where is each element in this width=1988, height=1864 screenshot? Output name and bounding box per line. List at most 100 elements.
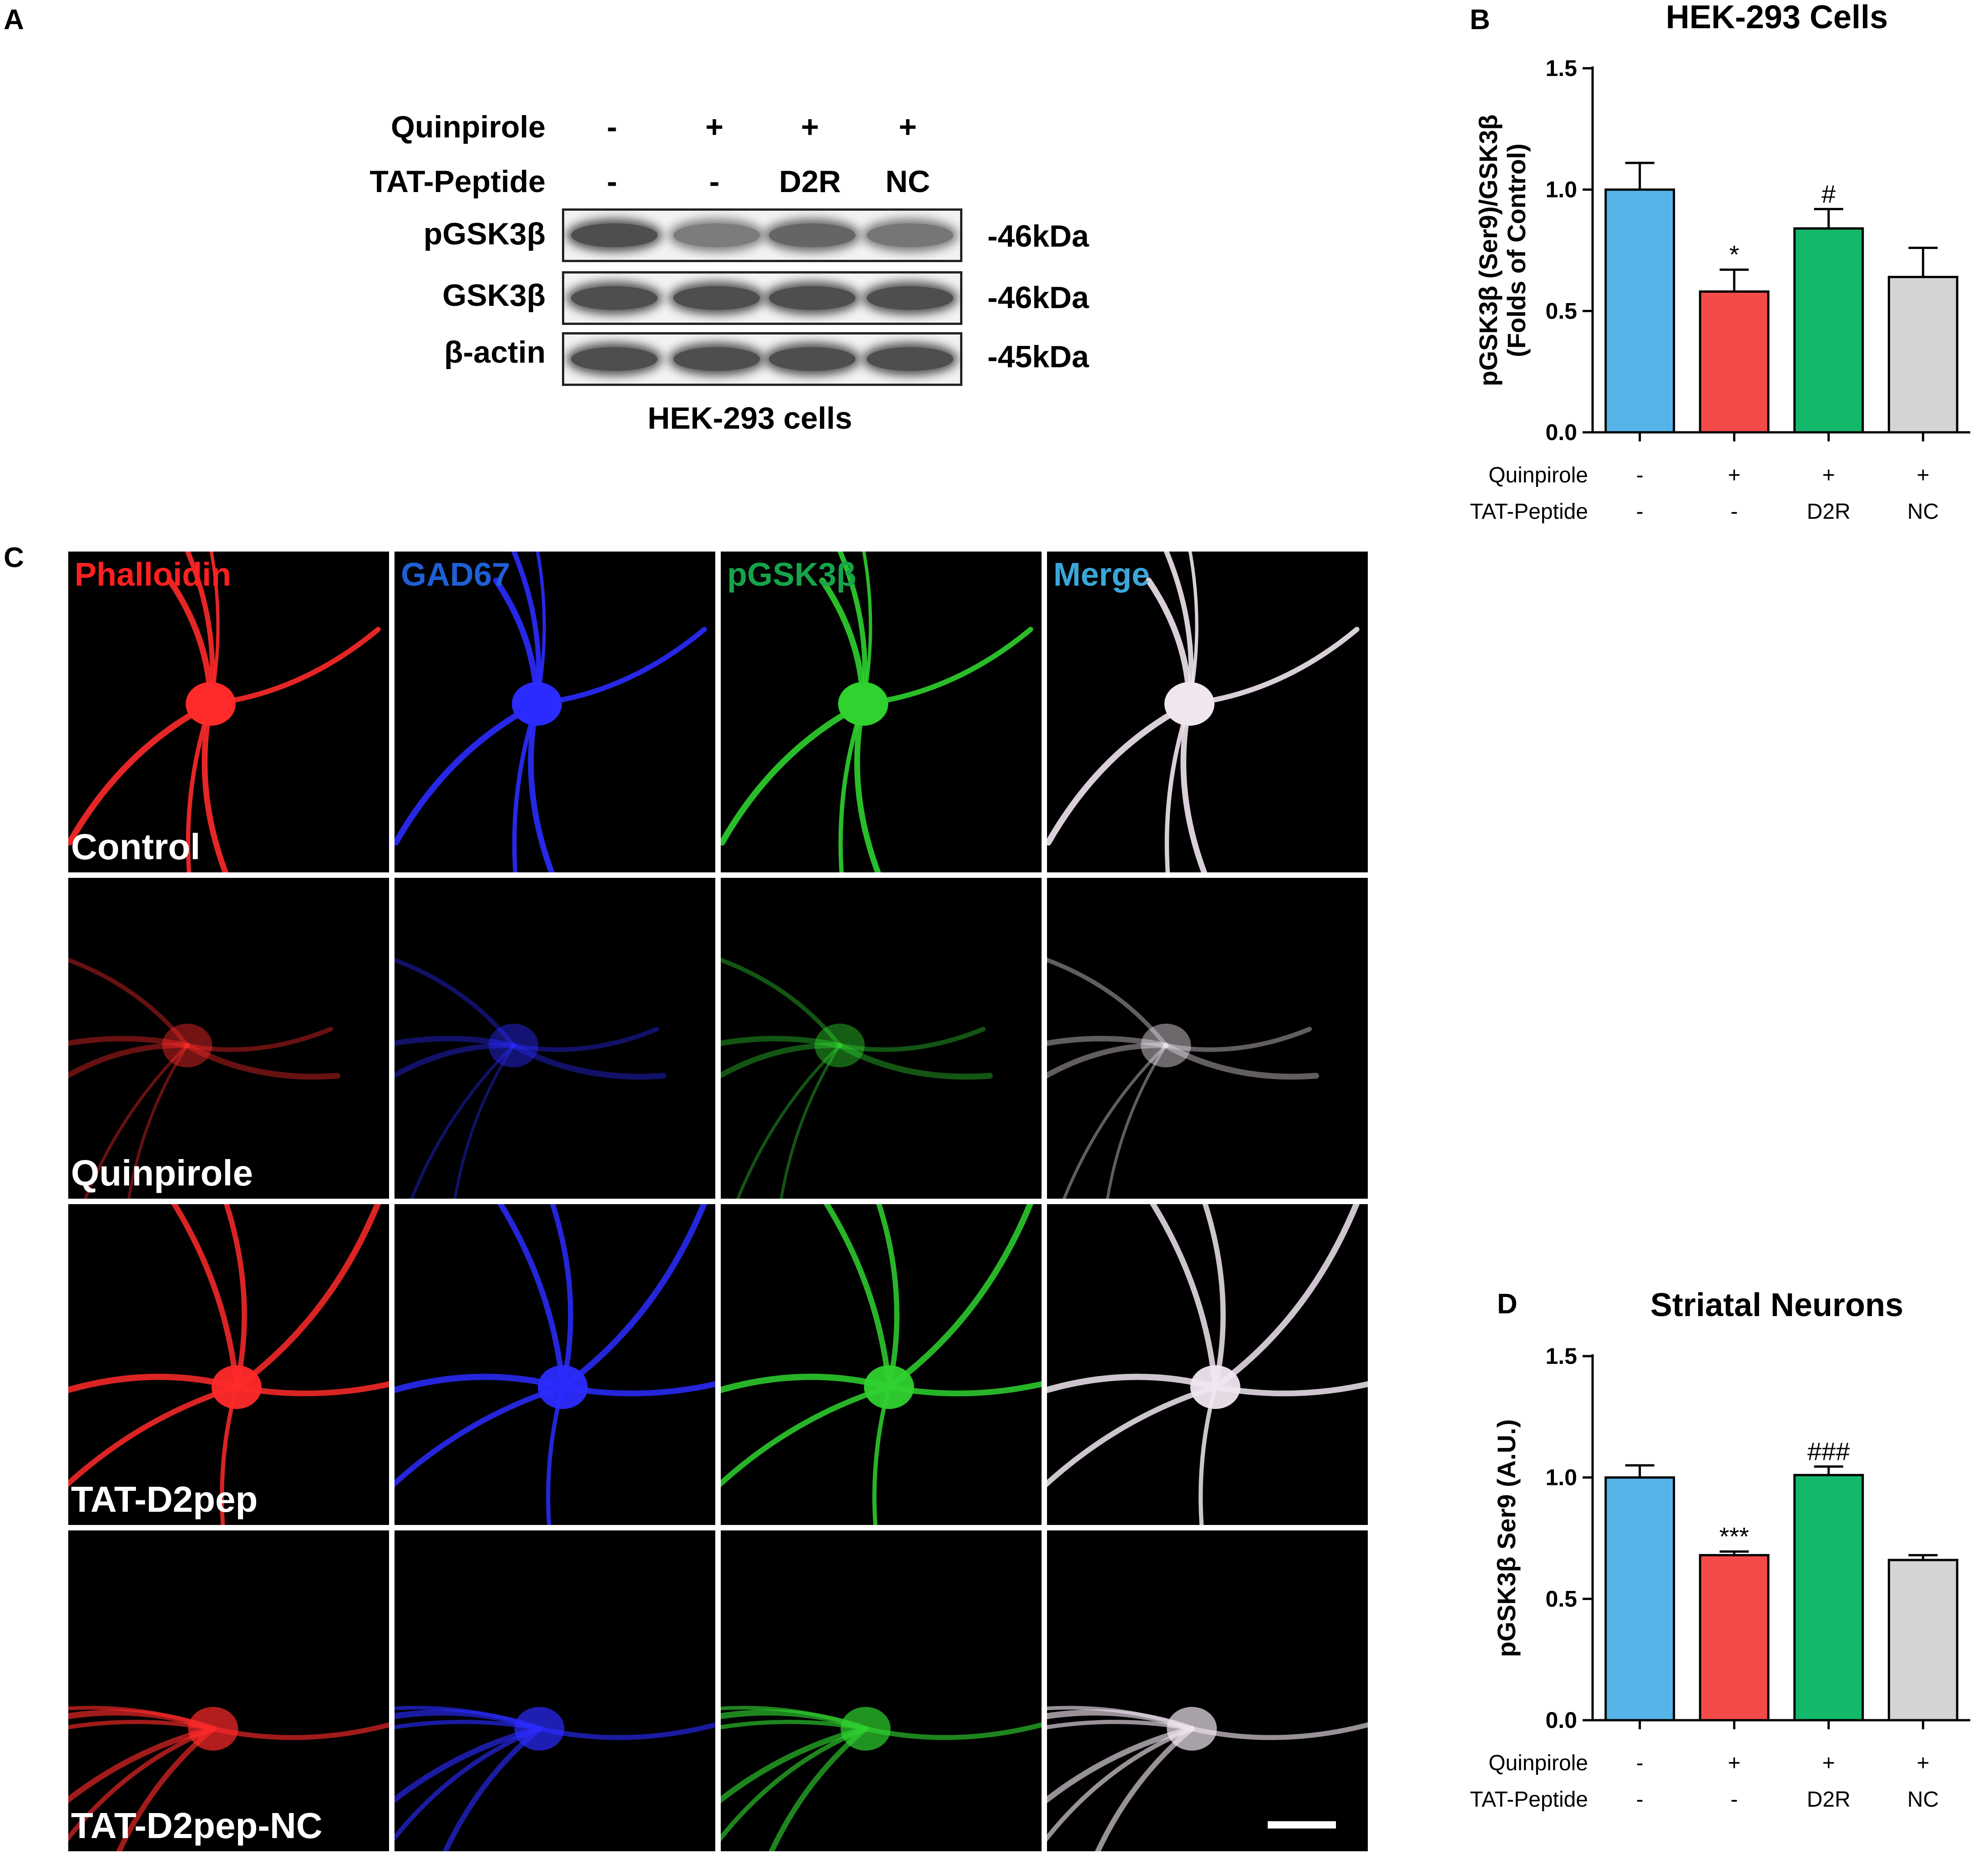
- neurite: [1187, 627, 1360, 707]
- neurite: [736, 1044, 841, 1199]
- neurite: [546, 1385, 565, 1525]
- neurite: [68, 1036, 190, 1048]
- neurite: [209, 552, 220, 706]
- wb-quinpirole-sign: +: [705, 110, 723, 144]
- neurite: [836, 1042, 993, 1080]
- neurite: [1047, 700, 1193, 846]
- micrograph-panel: [395, 878, 715, 1199]
- y-tick-label: 1.0: [1545, 1465, 1577, 1490]
- neurite: [837, 1027, 986, 1052]
- cell-body: [1141, 1023, 1191, 1068]
- neurite: [550, 1204, 573, 1390]
- significance-label: ###: [1807, 1437, 1850, 1466]
- neurite: [872, 1385, 891, 1525]
- neurite: [511, 1027, 659, 1052]
- cell-body: [537, 1365, 588, 1409]
- panel-label-a: A: [4, 4, 24, 35]
- x-quinpirole-label: +: [1917, 1751, 1929, 1775]
- cell-body: [864, 1365, 914, 1409]
- neurite: [395, 700, 540, 846]
- wb-band: [769, 223, 855, 247]
- neurite: [127, 1044, 189, 1199]
- neurite: [1199, 1385, 1218, 1525]
- neuron-image: [395, 552, 707, 872]
- bar: [1699, 1554, 1770, 1722]
- chart-title: Striatal Neurons: [1650, 1288, 1903, 1323]
- micrograph-panel: TAT-D2pep: [68, 1204, 389, 1525]
- micrograph-panel: Quinpirole: [68, 878, 389, 1199]
- neurite: [68, 1373, 240, 1393]
- neurite: [233, 1204, 381, 1390]
- micrograph-panel: Phalloidin Control: [68, 552, 389, 872]
- wb-band: [769, 347, 855, 371]
- neurite: [721, 1384, 892, 1488]
- wb-band: [867, 347, 953, 371]
- neuron-image: [721, 552, 1033, 872]
- neurite: [208, 627, 381, 707]
- neurite: [395, 1726, 542, 1842]
- cell-body: [162, 1023, 212, 1068]
- neurite: [779, 1044, 841, 1199]
- y-axis-label: pGSK3β (Ser9)/GSK3β: [1474, 114, 1502, 386]
- neurite: [536, 1722, 715, 1740]
- neurite: [185, 1027, 333, 1052]
- neurite: [511, 552, 541, 707]
- neurite: [453, 1044, 515, 1199]
- neurite: [395, 957, 516, 1048]
- neurite: [512, 702, 539, 872]
- micrograph-panel: GAD67: [395, 552, 715, 872]
- channel-label: Phalloidin: [75, 557, 232, 593]
- neurite: [721, 700, 866, 846]
- neurite: [861, 552, 872, 706]
- micrograph-panel: [721, 878, 1042, 1199]
- neurite: [1047, 1706, 1194, 1731]
- wb-quinpirole-sign: +: [801, 110, 819, 144]
- x-quinpirole-label: +: [1917, 463, 1929, 487]
- neuron-image: [68, 1204, 389, 1525]
- channel-label: pGSK3β: [727, 557, 856, 593]
- neurite: [68, 1720, 215, 1731]
- x-tat-label: -: [1636, 500, 1644, 524]
- neurite: [395, 1384, 566, 1488]
- neurite: [1047, 1043, 1169, 1079]
- neurite: [185, 552, 215, 707]
- neurite: [220, 1385, 239, 1525]
- neurite: [721, 1706, 868, 1731]
- neurite: [395, 1036, 516, 1048]
- neurite: [210, 1722, 389, 1740]
- neurite: [721, 1373, 892, 1393]
- neurite: [721, 1043, 843, 1079]
- wb-row-label-quinpirole: Quinpirole: [391, 110, 546, 144]
- neuron-image: [1047, 1204, 1368, 1525]
- neurite: [184, 1042, 340, 1080]
- neurite: [68, 700, 214, 846]
- cell-body: [1164, 682, 1214, 726]
- neurite: [1047, 957, 1169, 1048]
- neurite: [395, 1720, 541, 1731]
- wb-band: [571, 223, 658, 247]
- y-axis-label: pGSK3β Ser9 (A.U.): [1492, 1419, 1521, 1657]
- neuron-image: [1047, 957, 1319, 1199]
- neuron-image: [68, 552, 381, 872]
- wb-tat-value: -: [607, 164, 617, 199]
- y-tick-label: 0.5: [1545, 298, 1577, 324]
- cell-body: [488, 1023, 539, 1068]
- neurite: [1106, 1044, 1168, 1199]
- x-tat-label: NC: [1907, 1788, 1939, 1812]
- neurite: [68, 1043, 190, 1079]
- micrograph-panel: [395, 1530, 715, 1851]
- neurite: [233, 1381, 389, 1397]
- neurite: [721, 1726, 869, 1803]
- neurite: [1202, 1204, 1226, 1390]
- neurite: [860, 627, 1033, 707]
- condition-label: TAT-D2pep-NC: [71, 1805, 323, 1846]
- wb-band: [867, 286, 953, 310]
- microscopy-grid: Phalloidin Control GAD67 pGSK3β Merge Quinpir…: [68, 552, 1377, 1864]
- cell-body: [814, 1023, 865, 1068]
- scale-bar: [1268, 1821, 1336, 1829]
- neurite: [1047, 1726, 1195, 1803]
- wb-band: [571, 286, 658, 310]
- neurite: [1047, 1720, 1194, 1731]
- cell-body: [1167, 1707, 1217, 1751]
- channel-label: Merge: [1053, 557, 1150, 593]
